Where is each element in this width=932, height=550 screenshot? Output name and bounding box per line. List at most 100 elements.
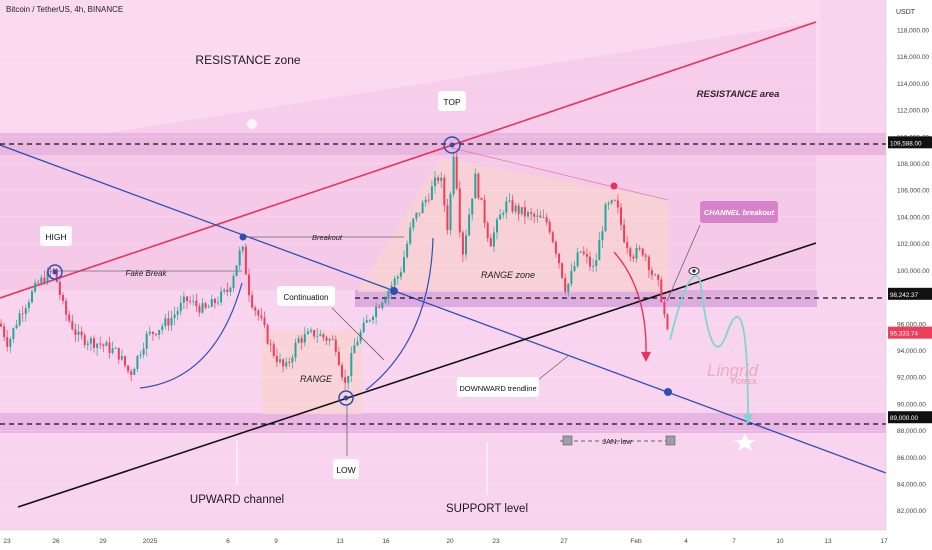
candles — [0, 152, 669, 390]
arrow-curve-2 — [365, 237, 434, 391]
candle-body — [130, 371, 133, 375]
candle-body — [551, 232, 554, 243]
time-axis[interactable] — [0, 530, 886, 550]
candle-body — [263, 317, 266, 326]
candle-body — [517, 205, 520, 214]
candle-body — [396, 276, 399, 279]
price-tag — [888, 136, 932, 149]
candle-body — [443, 177, 446, 206]
candle-body — [613, 200, 616, 202]
candle-body — [189, 301, 192, 302]
candle-body — [43, 277, 46, 284]
candle-body — [217, 302, 219, 304]
price-tag-label: 95,333.74 — [890, 331, 919, 338]
breakout-dot — [239, 233, 247, 241]
candle-body — [297, 338, 300, 343]
candle-body — [567, 283, 570, 292]
candle-body — [285, 362, 288, 367]
candle-body — [387, 290, 390, 299]
downward-box — [457, 377, 539, 397]
high-dot — [52, 269, 58, 275]
candle-body — [616, 200, 619, 208]
y-gridlines — [0, 29, 886, 512]
candle-body — [610, 200, 613, 204]
checkbox-icon-left — [562, 435, 573, 446]
y-tick-label: 114,000.00 — [897, 81, 929, 88]
candle-body — [582, 251, 585, 255]
x-tick-label: 26 — [52, 538, 60, 545]
continuation-label: Continuation — [284, 293, 329, 302]
brand-watermark: Lingrid — [707, 361, 759, 380]
candle-body — [158, 329, 161, 335]
candle-body — [623, 224, 626, 243]
candle-body — [585, 254, 588, 257]
candle-body — [415, 212, 418, 219]
candle-body — [347, 375, 350, 383]
channel-breakout-pointer — [666, 224, 701, 302]
candle-body — [235, 265, 238, 277]
candle-body — [15, 325, 18, 329]
symbol-title: Bitcoin / TetherUS, 4h, BINANCE — [6, 5, 123, 14]
candle-body — [533, 213, 536, 217]
candle-body — [350, 353, 353, 376]
candle-body — [266, 325, 269, 344]
x-tick-label: 13 — [336, 538, 344, 545]
candle-body — [65, 300, 68, 315]
candle-body — [449, 194, 452, 231]
candle-body — [465, 235, 467, 255]
candle-body — [102, 344, 105, 346]
top-circle — [443, 136, 461, 154]
candle-body — [139, 354, 142, 356]
x-tick-label: Feb — [630, 538, 642, 545]
price-axis[interactable] — [886, 0, 932, 550]
candle-body — [207, 306, 210, 308]
candle-body — [145, 333, 148, 349]
candle-body — [142, 348, 145, 355]
x-tick-label: 4 — [684, 538, 688, 545]
candle-body — [564, 277, 567, 292]
y-tick-label: 102,000.00 — [897, 241, 930, 248]
candle-body — [558, 253, 560, 264]
x-tick-label: 2025 — [143, 538, 158, 545]
support-level-label: SUPPORT level — [446, 503, 528, 515]
candle-body — [105, 342, 108, 346]
candle-body — [421, 202, 424, 214]
candle-body — [49, 271, 52, 272]
x-tick-label: 6 — [226, 538, 230, 545]
candle-body — [403, 257, 405, 273]
candle-body — [24, 308, 27, 315]
x-tick-label: 29 — [99, 538, 107, 545]
candle-body — [272, 344, 275, 356]
upward-channel-line — [17, 242, 817, 508]
candle-body — [241, 246, 244, 251]
price-tag-label: 109,588.00 — [890, 140, 922, 147]
candle-body — [210, 298, 213, 307]
candle-body — [455, 156, 458, 189]
candle-body — [74, 329, 77, 335]
y-tick-label: 100,000.00 — [897, 268, 930, 275]
candle-body — [99, 343, 102, 345]
candle-body — [657, 274, 660, 280]
x-tick-label: 23 — [3, 538, 11, 545]
candle-body — [80, 331, 83, 336]
projection-path — [669, 275, 749, 421]
candle-body — [313, 330, 316, 337]
candle-body — [176, 311, 179, 315]
candle-body — [589, 256, 591, 267]
candle-body — [204, 303, 207, 308]
star-icon — [734, 433, 756, 451]
candle-body — [496, 219, 498, 233]
candle-body — [461, 232, 464, 255]
red-dot — [610, 182, 618, 190]
candle-body — [192, 300, 195, 302]
candle-body — [536, 215, 539, 217]
top-dot — [449, 142, 455, 148]
candle-body — [458, 188, 461, 233]
candle-body — [474, 173, 477, 199]
range-zone-label: RANGE zone — [481, 270, 535, 280]
range-top-line — [451, 147, 669, 201]
candle-body — [93, 338, 95, 348]
x-tick-label: 16 — [382, 538, 390, 545]
candle-body — [220, 291, 223, 303]
